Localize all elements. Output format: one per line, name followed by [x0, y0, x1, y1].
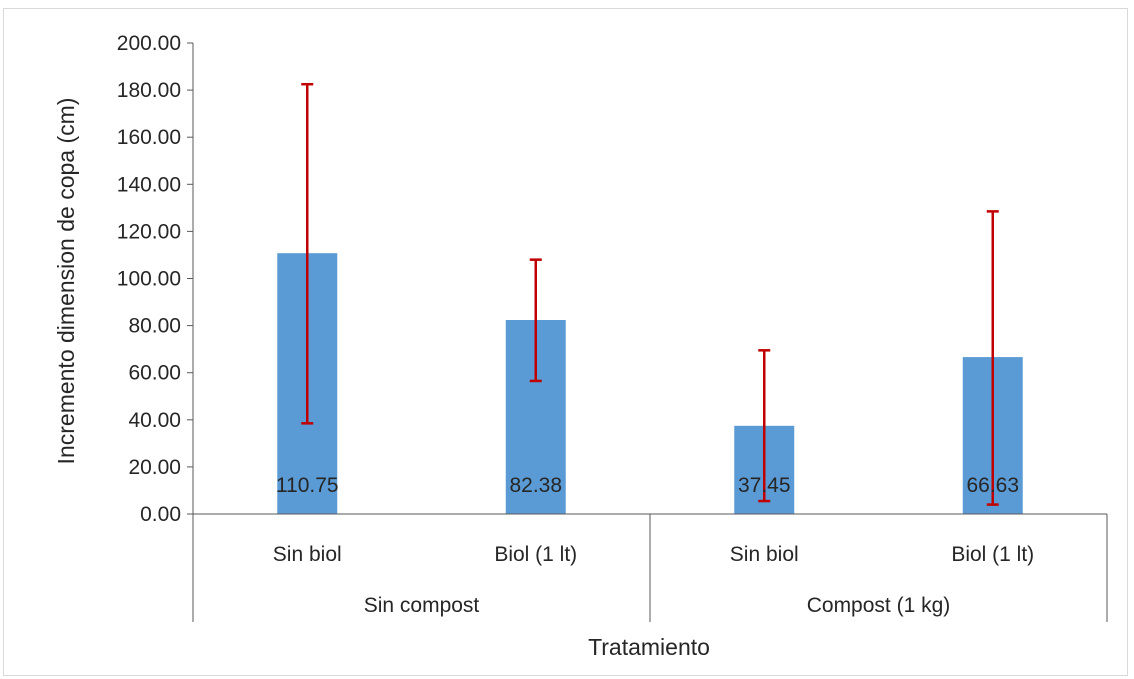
- x-category-label: Sin biol: [730, 543, 799, 566]
- y-tick-label: 120.00: [117, 220, 181, 243]
- x-category-label: Sin biol: [273, 543, 342, 566]
- y-tick-label: 140.00: [117, 173, 181, 196]
- data-label: 37.45: [738, 474, 791, 497]
- data-labels: 110.75 82.38 37.45 66.63: [276, 474, 1019, 497]
- x-group-label: Sin compost: [364, 594, 480, 617]
- data-label: 82.38: [509, 474, 562, 497]
- y-tick-label: 200.00: [117, 32, 181, 55]
- y-tick-label: 60.00: [128, 362, 181, 385]
- y-tick-label: 100.00: [117, 268, 181, 291]
- error-bars: [301, 82, 999, 506]
- y-axis-ticks: 0.00 20.00 40.00 60.00 80.00 100.00 120.00 140.…: [117, 32, 193, 526]
- data-label: 66.63: [966, 474, 1019, 497]
- y-tick-label: 80.00: [128, 315, 181, 338]
- x-axis-title: Tratamiento: [588, 634, 710, 660]
- bars: [277, 253, 1023, 514]
- x-category-label: Biol (1 lt): [951, 543, 1034, 566]
- x-category-label: Biol (1 lt): [494, 543, 577, 566]
- y-tick-label: 0.00: [140, 503, 181, 526]
- y-axis-title: Incremento dimension de copa (cm): [53, 98, 79, 465]
- y-tick-label: 40.00: [128, 409, 181, 432]
- x-group-label: Compost (1 kg): [807, 594, 951, 617]
- y-tick-label: 160.00: [117, 126, 181, 149]
- x-axis-categories: Sin biol Biol (1 lt) Sin compost Sin biol Bi…: [273, 543, 1034, 617]
- axes: [192, 43, 1108, 622]
- y-tick-label: 20.00: [128, 456, 181, 479]
- data-label: 110.75: [276, 474, 339, 497]
- y-tick-label: 180.00: [117, 79, 181, 102]
